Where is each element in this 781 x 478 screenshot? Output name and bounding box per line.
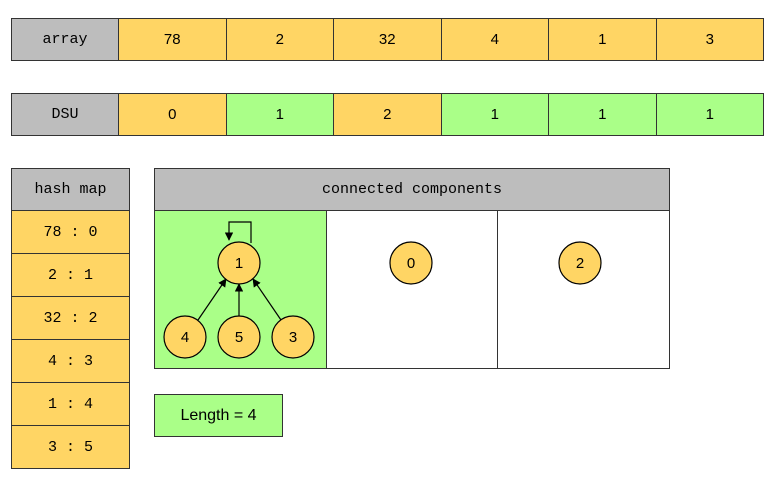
dsu-cell: 1 bbox=[655, 93, 764, 136]
array-cell: 1 bbox=[548, 18, 657, 61]
components-title: connected components bbox=[154, 168, 670, 211]
hash-map-entry: 1 : 4 bbox=[11, 382, 130, 426]
dsu-label: DSU bbox=[11, 93, 119, 136]
hash-map-title: hash map bbox=[11, 168, 130, 211]
array-label: array bbox=[11, 18, 119, 61]
component-panel-zero bbox=[326, 210, 498, 369]
hash-map-entry: 2 : 1 bbox=[11, 253, 130, 297]
hash-map-entry: 78 : 0 bbox=[11, 210, 130, 254]
dsu-cell: 0 bbox=[118, 93, 227, 136]
array-cell: 78 bbox=[118, 18, 227, 61]
array-cell: 3 bbox=[655, 18, 764, 61]
dsu-cell: 1 bbox=[440, 93, 549, 136]
component-panel-two bbox=[497, 210, 670, 369]
length-box: Length = 4 bbox=[154, 394, 283, 437]
array-cell: 4 bbox=[440, 18, 549, 61]
array-cell: 32 bbox=[333, 18, 442, 61]
component-panel-tree bbox=[154, 210, 327, 369]
hash-map-entry: 32 : 2 bbox=[11, 296, 130, 340]
dsu-cell: 1 bbox=[225, 93, 334, 136]
array-cell: 2 bbox=[225, 18, 334, 61]
hash-map-entry: 4 : 3 bbox=[11, 339, 130, 383]
dsu-cell: 2 bbox=[333, 93, 442, 136]
hash-map-entry: 3 : 5 bbox=[11, 425, 130, 469]
dsu-cell: 1 bbox=[548, 93, 657, 136]
